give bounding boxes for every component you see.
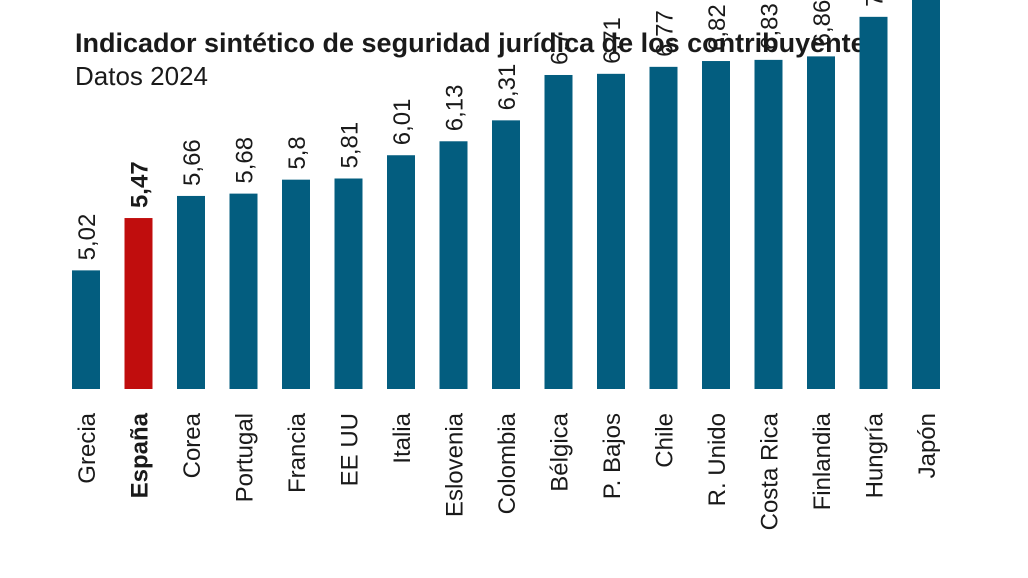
bar-grecia [72,270,100,389]
value-label-portugal: 5,68 [232,137,259,184]
value-label-colombia: 6,31 [494,64,521,111]
bar-belgica [544,74,573,390]
bar-hungria [859,16,888,390]
category-label-espana: España [127,412,154,498]
value-label-francia: 5,8 [284,136,311,169]
bar-corea [177,195,205,389]
value-label-p-bajos: 6,71 [599,17,626,64]
category-label-portugal: Portugal [232,413,259,502]
value-label-belgica: 6,7 [547,32,574,65]
category-label-francia: Francia [284,412,311,493]
bar-colombia [492,120,520,390]
value-label-eslovenia: 6,13 [442,85,469,132]
bar-chile [649,66,678,389]
category-label-eslovenia: Eslovenia [442,412,469,517]
category-label-finlandia: Finlandia [809,412,836,510]
chart-title: Indicador sintético de seguridad jurídic… [75,28,881,58]
bar-p-bajos [597,73,625,390]
bar-espana [124,218,153,389]
category-label-belgica: Bélgica [547,412,574,491]
chart-subtitle: Datos 2024 [75,61,208,91]
value-label-chile: 6,77 [652,10,679,57]
value-label-italia: 6,01 [389,99,416,146]
value-label-hungria: 7,2 [862,0,889,7]
value-label-corea: 5,66 [179,139,206,186]
bar-ee-uu [334,178,363,389]
category-label-japon: Japón [914,413,941,478]
category-label-r-unido: R. Unido [704,413,731,506]
category-label-corea: Corea [179,412,206,478]
category-label-grecia: Grecia [74,412,101,483]
bar-costa-rica [754,59,783,389]
value-label-r-unido: 6,82 [704,4,731,51]
category-label-hungria: Hungría [862,412,889,498]
bar-italia [387,155,415,389]
bar-francia [282,179,310,389]
category-label-ee-uu: EE UU [337,413,364,486]
bar-eslovenia [439,141,468,389]
category-label-colombia: Colombia [494,412,521,514]
value-label-grecia: 5,02 [74,214,101,261]
value-label-finlandia: 6,86 [809,0,836,46]
bar-portugal [229,193,258,389]
category-label-italia: Italia [389,412,416,463]
value-label-ee-uu: 5,81 [337,122,364,169]
value-label-costa-rica: 6,83 [757,3,784,50]
category-label-costa-rica: Costa Rica [757,412,784,530]
bar-japon [912,0,940,390]
value-label-espana: 5,47 [127,161,154,208]
category-label-p-bajos: P. Bajos [599,413,626,499]
bar-r-unido [702,61,730,390]
category-label-chile: Chile [652,413,679,468]
bar-finlandia [807,56,835,390]
